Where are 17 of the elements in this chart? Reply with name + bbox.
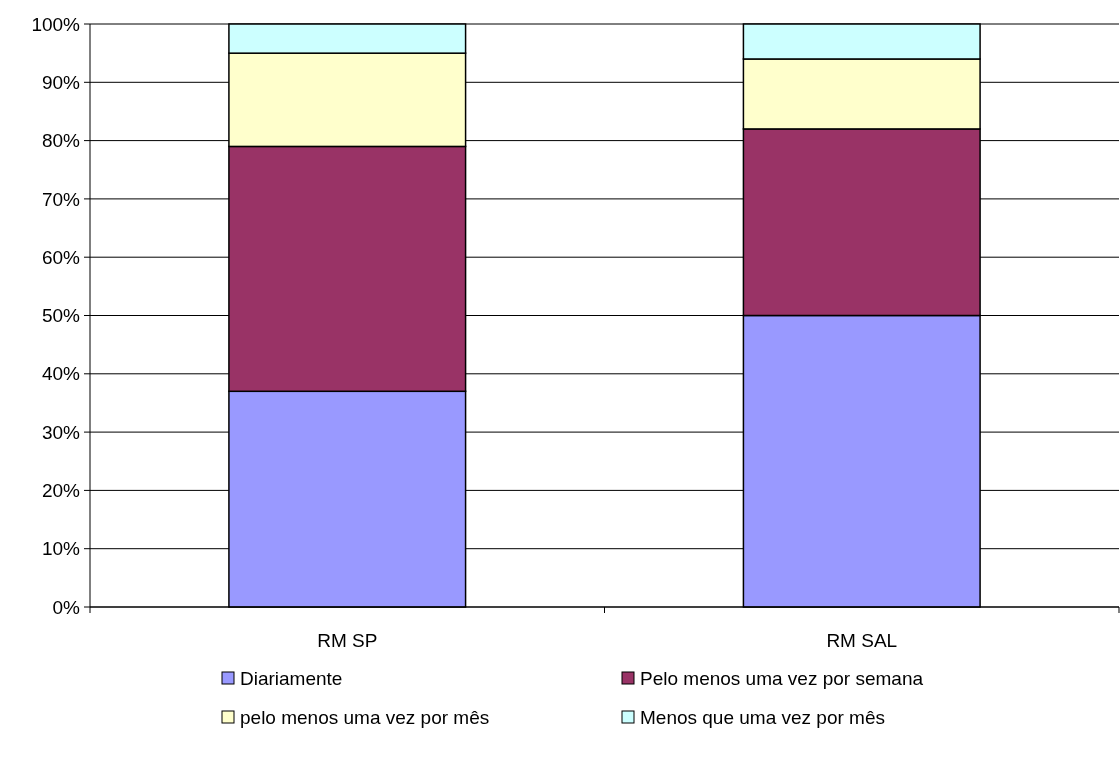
y-tick-label: 20%	[41, 480, 81, 502]
legend-label: Menos que uma vez por mês	[640, 706, 886, 728]
legend-label: Diariamente	[240, 667, 343, 689]
legend-label: Pelo menos uma vez por semana	[640, 667, 924, 689]
y-tick-label: 60%	[41, 246, 81, 268]
y-tick-label: 50%	[41, 305, 81, 327]
y-tick-label: 80%	[41, 130, 81, 152]
y-tick-label: 100%	[31, 13, 81, 35]
y-tick-label: 40%	[41, 363, 81, 385]
y-tick-label: 10%	[41, 538, 81, 560]
y-tick-label: 70%	[41, 188, 81, 210]
x-tick-label: RM SP	[317, 630, 378, 651]
legend-label: pelo menos uma vez por mês	[240, 706, 490, 728]
x-tick-label: RM SAL	[826, 630, 898, 651]
y-tick-label: 30%	[41, 421, 81, 443]
y-tick-label: 90%	[41, 71, 81, 93]
y-tick-label: 0%	[52, 596, 81, 618]
